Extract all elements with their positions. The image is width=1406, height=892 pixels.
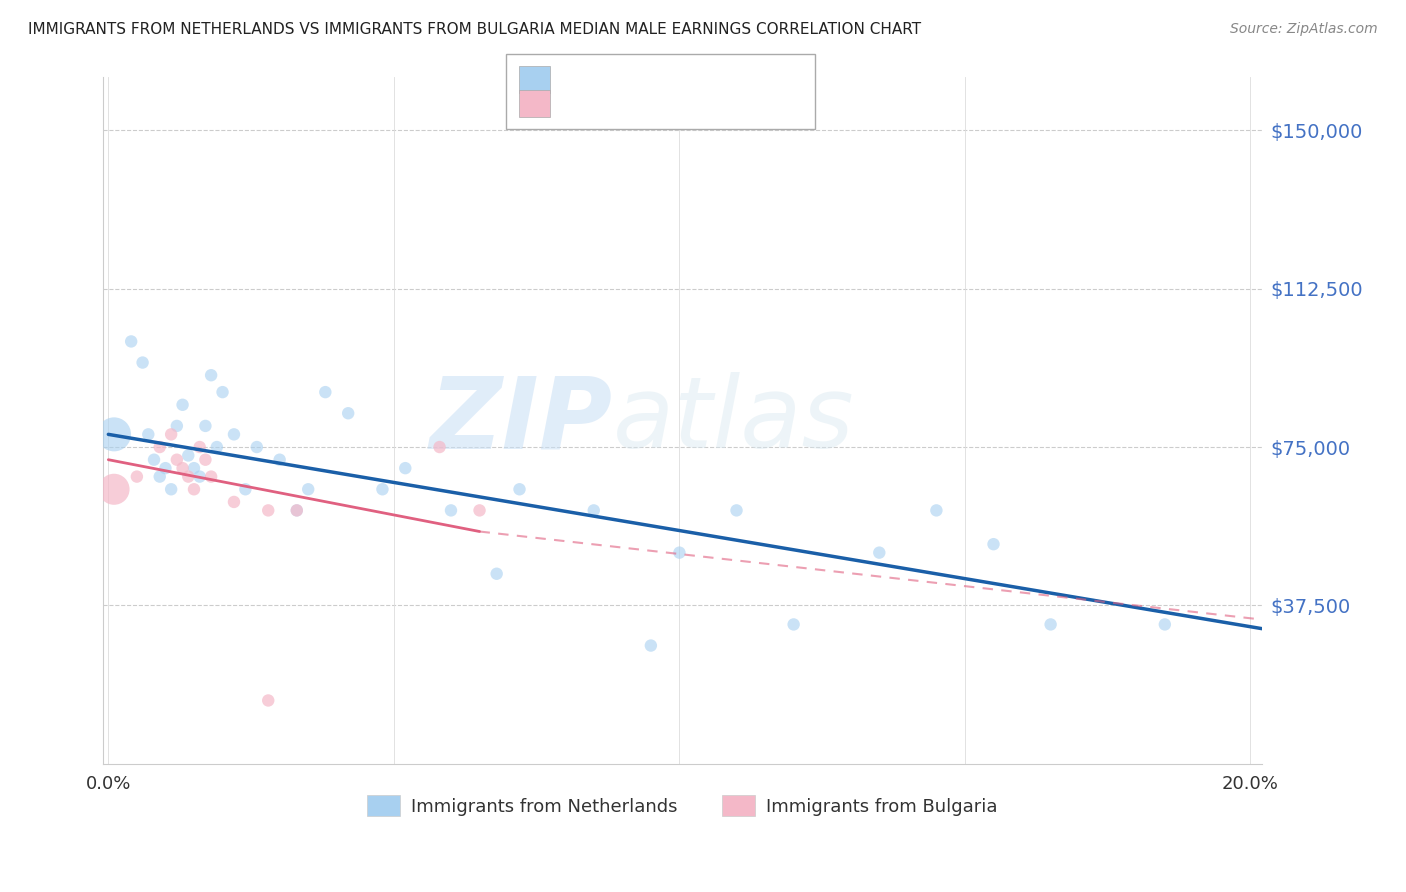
Legend: Immigrants from Netherlands, Immigrants from Bulgaria: Immigrants from Netherlands, Immigrants … bbox=[360, 789, 1004, 823]
Point bbox=[394, 461, 416, 475]
Point bbox=[183, 483, 205, 497]
Point bbox=[172, 398, 194, 412]
Point bbox=[194, 418, 217, 433]
Point bbox=[285, 503, 308, 517]
Point bbox=[582, 503, 605, 517]
Point bbox=[200, 469, 222, 483]
Point bbox=[297, 483, 319, 497]
Point bbox=[160, 427, 183, 442]
Point bbox=[131, 355, 153, 369]
Point bbox=[149, 469, 172, 483]
Point bbox=[668, 546, 690, 560]
Point bbox=[177, 449, 200, 463]
Point bbox=[314, 385, 336, 400]
Point bbox=[120, 334, 142, 349]
Point bbox=[1153, 617, 1175, 632]
Point bbox=[257, 503, 280, 517]
Point bbox=[782, 617, 804, 632]
Point bbox=[640, 639, 662, 653]
Point bbox=[177, 469, 200, 483]
Point bbox=[269, 452, 291, 467]
Point bbox=[440, 503, 463, 517]
Point bbox=[222, 495, 245, 509]
Point bbox=[136, 427, 159, 442]
Text: atlas: atlas bbox=[613, 372, 855, 469]
Point bbox=[429, 440, 451, 454]
Point bbox=[183, 461, 205, 475]
Point bbox=[983, 537, 1005, 551]
Text: Source: ZipAtlas.com: Source: ZipAtlas.com bbox=[1230, 22, 1378, 37]
Point bbox=[235, 483, 257, 497]
Point bbox=[868, 546, 890, 560]
Text: ZIP: ZIP bbox=[430, 372, 613, 469]
Point bbox=[468, 503, 491, 517]
Point bbox=[925, 503, 948, 517]
Point bbox=[211, 385, 233, 400]
Point bbox=[285, 503, 308, 517]
Point bbox=[1039, 617, 1062, 632]
Point bbox=[166, 418, 188, 433]
Point bbox=[200, 368, 222, 383]
Point bbox=[371, 483, 394, 497]
Point bbox=[188, 440, 211, 454]
Point bbox=[257, 693, 280, 707]
Point bbox=[166, 452, 188, 467]
Point bbox=[246, 440, 269, 454]
Point bbox=[103, 483, 125, 497]
Point bbox=[337, 406, 360, 420]
Text: R =  -0.308   N = 18: R = -0.308 N = 18 bbox=[560, 94, 775, 113]
Point bbox=[149, 440, 172, 454]
Point bbox=[188, 469, 211, 483]
Point bbox=[143, 452, 166, 467]
Point bbox=[172, 461, 194, 475]
Point bbox=[485, 566, 508, 581]
Point bbox=[125, 469, 148, 483]
Point bbox=[508, 483, 530, 497]
Point bbox=[160, 483, 183, 497]
Point bbox=[194, 452, 217, 467]
Point bbox=[725, 503, 748, 517]
Point bbox=[155, 461, 177, 475]
Text: R =  -0.316   N = 40: R = -0.316 N = 40 bbox=[560, 70, 775, 89]
Point bbox=[205, 440, 228, 454]
Text: IMMIGRANTS FROM NETHERLANDS VS IMMIGRANTS FROM BULGARIA MEDIAN MALE EARNINGS COR: IMMIGRANTS FROM NETHERLANDS VS IMMIGRANT… bbox=[28, 22, 921, 37]
Point bbox=[222, 427, 245, 442]
Point bbox=[103, 427, 125, 442]
